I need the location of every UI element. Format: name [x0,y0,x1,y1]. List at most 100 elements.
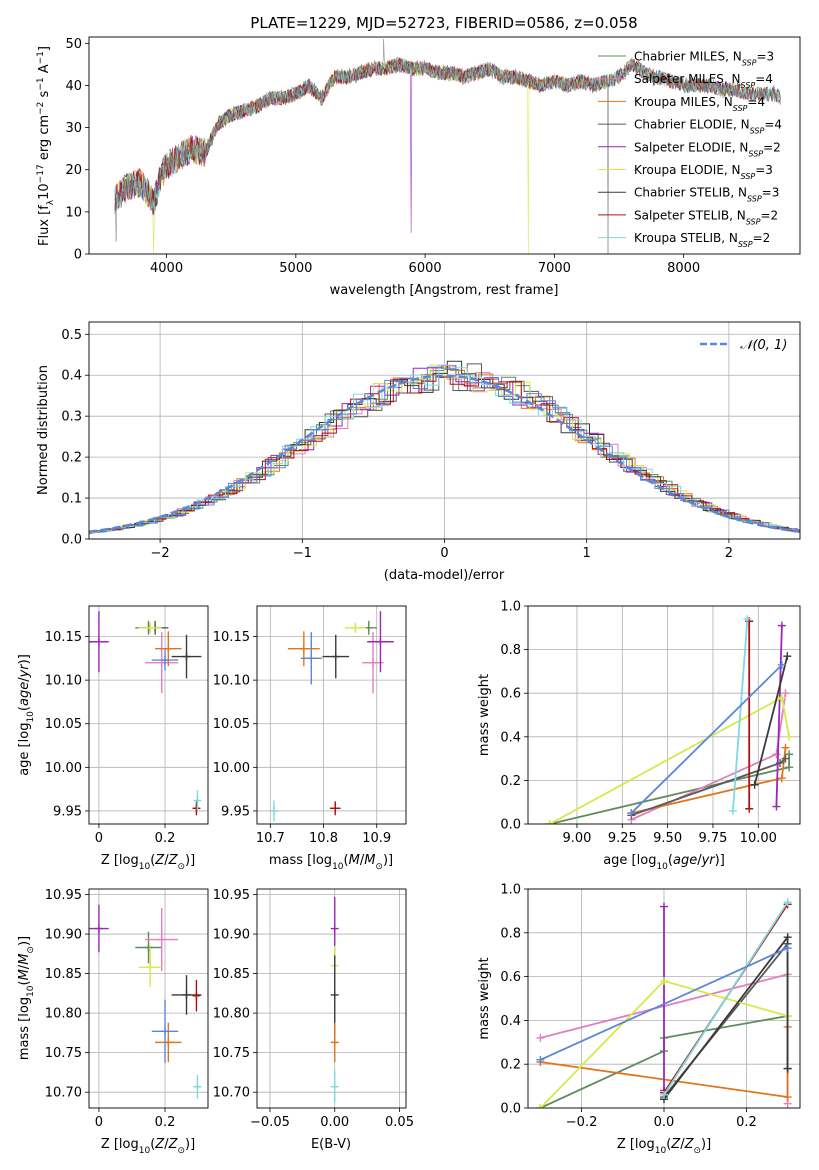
data-point [164,644,173,653]
ylabel-part: erg cm [37,115,52,164]
y-tick-label: 0.5 [61,328,82,343]
plot-area [89,611,202,816]
label-part: )] [185,853,195,868]
y-tick-label: 0.3 [61,410,82,425]
legend-nssp-eq: = [760,208,770,222]
label-part: Z [log [101,853,139,868]
x-tick-label: 9.50 [653,831,682,846]
ylabel-part: −17 [36,164,46,183]
legend-label: Salpeter STELIB, NSSP=2 [634,208,778,226]
histogram-step [89,366,800,533]
legend-nssp: 2 [763,231,771,245]
y-tick-label: 10.70 [213,1086,250,1101]
legend-model: Chabrier STELIB [634,186,730,200]
y-tick-label: 9.95 [53,804,82,819]
label-part: / [17,964,32,969]
mass-vs-z-xlabel: Z [log10(Z/Z⊙)] [101,1137,195,1156]
weight-marker [781,743,790,752]
label-part: mass [log [269,853,332,868]
label-part: 10 [332,862,344,872]
data-point [94,924,103,933]
label-part: M [17,954,32,965]
label-part: 10 [656,862,668,872]
y-tick-label: 0.6 [500,970,521,985]
legend-nssp: 3 [772,186,780,200]
legend-label: 𝒩(0, 1) [740,338,787,353]
legend-nssp-prefix: , N [732,140,749,154]
x-tick-label: 9.00 [562,831,591,846]
legend-nssp: 3 [765,163,773,177]
weight-marker [777,660,786,669]
spectrum-ylabel: Flux [fλ10−17 erg cm−2 s−1 A−1] [36,46,56,246]
age-vs-z-ylabel: age [log10(age/yr)] [17,654,36,776]
label-part: ⊙ [375,862,383,872]
label-part: )] [17,654,32,664]
legend-label: Salpeter MILES, NSSP=4 [634,72,773,90]
x-tick-label: 0.2 [736,1115,757,1130]
label-part: yr [17,663,32,679]
axes-weights_vs_age: 9.00 9.25 9.50 9.75 10.00 0.0 0.2 0.4 0.6 0.8 1.0 [500,600,801,846]
label-part: ( [666,1137,671,1152]
weight-marker [660,1090,668,1099]
label-part: / [164,1137,169,1152]
data-point [146,963,155,972]
label-part: 10 [26,985,36,997]
legend-nssp-eq: = [755,72,765,86]
label-part: Z [log [617,1137,655,1152]
weight-marker [781,689,790,698]
legend-nssp-sub: SSP [741,172,756,181]
legend-label: Chabrier ELODIE, NSSP=4 [634,118,782,136]
y-tick-label: 20 [65,163,82,178]
legend-model: Salpeter ELODIE [634,140,732,154]
legend-nssp-sub: SSP [738,240,753,249]
data-point [307,654,316,663]
x-tick-label: 0.05 [385,1115,414,1130]
weight-marker [545,820,554,824]
mass-vs-z-ylabel: mass [log10(M/M⊙)] [17,936,36,1060]
x-tick-label: 0 [95,831,103,846]
x-tick-label: 9.25 [608,831,637,846]
label-part: ( [17,706,32,711]
data-point [161,656,170,665]
label-part: mass [log [17,997,32,1060]
axes-mass_vs_Z: 0 0.2 10.70 10.75 10.80 10.85 10.90 10.95 [45,888,209,1130]
data-point [351,623,360,632]
label-part: Z [684,1137,695,1152]
weight-marker [785,732,794,741]
legend-nssp-eq: = [747,95,757,109]
x-tick-label: −0.2 [566,1115,598,1130]
y-tick-label: 10 [65,205,82,220]
axes-frame [256,888,407,1109]
data-point [157,935,166,944]
label-part: Z [154,1137,165,1152]
axes-residuals: −2 −1 0 1 2 0.0 0.1 0.2 0.3 0.4 0.5 [61,321,801,561]
legend-label: Kroupa STELIB, NSSP=2 [634,231,770,249]
y-tick-label: 0.0 [500,1102,521,1117]
weight-line [663,901,789,1096]
weight-marker [783,652,792,661]
x-tick-label: 5000 [279,261,312,276]
y-tick-label: 0 [74,248,82,263]
y-tick-label: 0.4 [500,1014,521,1029]
weight-line [540,947,788,1061]
legend-nssp-prefix: , N [724,163,741,177]
label-part: 10 [26,711,36,723]
histogram-step [89,364,800,534]
x-tick-label: 0 [440,546,448,561]
legend-nssp-sub: SSP [742,58,757,67]
x-tick-label: 8000 [667,261,700,276]
label-part: / [697,853,702,868]
label-part: / [17,677,32,682]
label-part: ( [668,853,673,868]
y-tick-label: 10.00 [45,761,82,776]
y-tick-label: 0.2 [500,774,521,789]
y-tick-label: 1.0 [500,883,521,898]
axes-frame [527,605,801,825]
y-tick-label: 10.95 [45,888,82,903]
x-tick-label: 0 [95,1115,103,1130]
data-point [330,990,339,999]
data-point [161,1027,170,1036]
legend-nssp-sub: SSP [741,81,756,90]
ylabel-part: −2 [36,102,46,115]
data-point [193,1082,202,1091]
